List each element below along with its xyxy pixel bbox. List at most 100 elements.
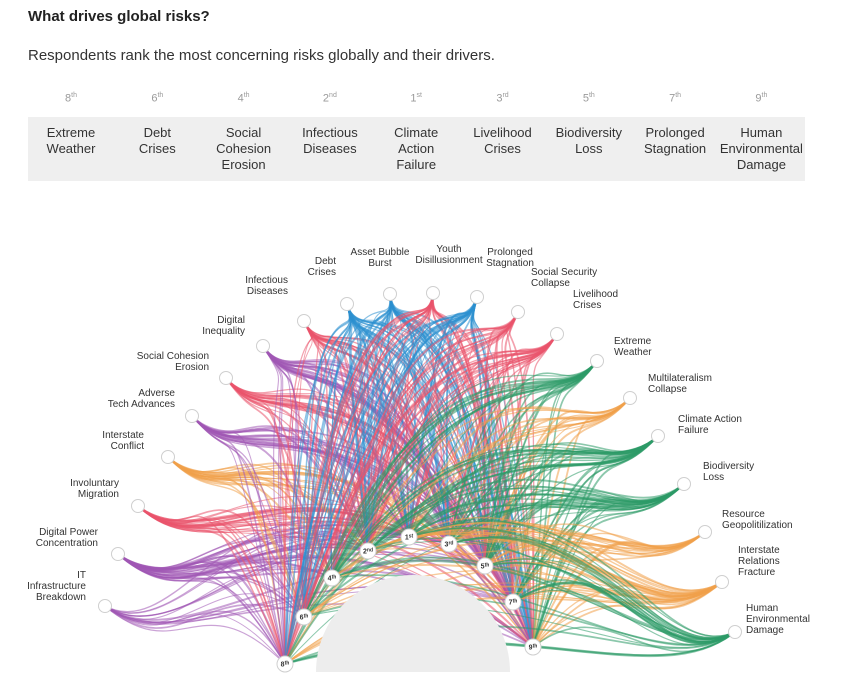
- rank-number: 8: [65, 92, 72, 105]
- driver-label: Adverse Tech Advances: [108, 388, 176, 410]
- rank-suffix: st: [416, 92, 422, 99]
- outcome-node[interactable]: [323, 569, 341, 587]
- rank-suffix: th: [157, 92, 164, 99]
- driver-link: [262, 345, 286, 665]
- outcome-rank-label: 1st: [405, 534, 414, 542]
- driver-link: [448, 521, 723, 592]
- risk-column-5: Livelihood Crises: [473, 125, 532, 156]
- rank-label-7: 7th: [632, 92, 718, 105]
- driver-node[interactable]: [98, 599, 112, 613]
- driver-label: Asset Bubble Burst: [351, 247, 410, 269]
- rank-suffix: nd: [329, 92, 337, 99]
- driver-link: [532, 483, 685, 648]
- driver-node[interactable]: [590, 354, 604, 368]
- rank-label-4: 1st: [373, 92, 459, 105]
- rank-suffix: th: [761, 92, 768, 99]
- driver-node[interactable]: [111, 547, 125, 561]
- rank-suffix: rd: [502, 92, 509, 99]
- driver-node[interactable]: [131, 499, 145, 513]
- driver-node[interactable]: [715, 575, 729, 589]
- outcome-rank-label: 7th: [509, 599, 518, 607]
- driver-node[interactable]: [256, 339, 270, 353]
- rank-row: 8th 6th 4th 2nd 1st 3rd 5th 7th 9th: [28, 92, 805, 112]
- outcome-node[interactable]: [276, 655, 294, 673]
- driver-label: Extreme Weather: [614, 336, 652, 358]
- driver-node[interactable]: [677, 477, 691, 491]
- outcome-rank-label: 8th: [281, 661, 290, 669]
- outcome-rank-label: 4th: [328, 575, 337, 583]
- driver-node[interactable]: [297, 314, 311, 328]
- rank-suffix: th: [675, 92, 682, 99]
- page-title: What drives global risks?: [28, 8, 210, 25]
- driver-label: Infectious Diseases: [245, 275, 288, 297]
- rank-label-1: 6th: [114, 92, 200, 105]
- driver-node[interactable]: [426, 286, 440, 300]
- driver-link: [389, 293, 486, 567]
- risk-column-8: Human Environmental Damage: [719, 125, 803, 172]
- outcome-node[interactable]: [359, 542, 377, 560]
- outcome-node[interactable]: [440, 535, 458, 553]
- driver-node[interactable]: [383, 287, 397, 301]
- risk-column-2: Social Cohesion Erosion: [216, 125, 272, 172]
- driver-node[interactable]: [185, 409, 199, 423]
- rank-number: 6: [151, 92, 158, 105]
- rank-label-6: 5th: [546, 92, 632, 105]
- driver-link: [137, 505, 486, 567]
- driver-link: [512, 581, 736, 643]
- driver-node[interactable]: [511, 305, 525, 319]
- risk-header-table: Extreme Weather Debt Crises Social Cohesio…: [28, 117, 805, 181]
- driver-link: [408, 397, 631, 538]
- outcome-node[interactable]: [524, 638, 542, 656]
- driver-link: [262, 345, 286, 665]
- driver-node[interactable]: [623, 391, 637, 405]
- driver-label: Prolonged Stagnation: [486, 247, 534, 269]
- driver-node[interactable]: [728, 625, 742, 639]
- rank-label-2: 4th: [201, 92, 287, 105]
- driver-label: Multilateralism Collapse: [648, 373, 712, 395]
- driver-link: [448, 333, 558, 545]
- risk-column-7: Prolonged Stagnation: [644, 125, 707, 156]
- driver-link: [331, 360, 598, 579]
- driver-node[interactable]: [340, 297, 354, 311]
- driver-link: [225, 377, 369, 552]
- driver-node[interactable]: [161, 450, 175, 464]
- driver-link: [137, 505, 286, 665]
- rank-suffix: th: [71, 92, 77, 99]
- driver-node[interactable]: [651, 429, 665, 443]
- page-subtitle: Respondents rank the most concerning ris…: [28, 47, 495, 64]
- outcome-rank-label: 9th: [529, 644, 538, 652]
- driver-link: [532, 483, 685, 648]
- driver-link: [284, 303, 351, 665]
- driver-label: Digital Power Concentration: [36, 527, 99, 549]
- outcome-node[interactable]: [295, 608, 313, 626]
- driver-link: [331, 311, 519, 579]
- driver-node[interactable]: [698, 525, 712, 539]
- rank-label-5: 3rd: [460, 92, 546, 105]
- risk-column-6: Biodiversity Loss: [555, 125, 623, 156]
- driver-node[interactable]: [219, 371, 233, 385]
- risk-column-4: Climate Action Failure: [394, 125, 439, 172]
- driver-label: Digital Inequality: [202, 315, 245, 337]
- driver-label: Youth Disillusionment: [415, 244, 482, 266]
- rank-suffix: th: [588, 92, 595, 99]
- driver-link: [448, 360, 598, 545]
- outcome-node[interactable]: [400, 528, 418, 546]
- driver-link: [303, 293, 391, 618]
- risk-column-1: Debt Crises: [138, 125, 176, 156]
- rank-number: 5: [582, 92, 589, 105]
- driver-link: [448, 536, 736, 641]
- rank-label-3: 2nd: [287, 92, 373, 105]
- rank-number: 3: [496, 92, 503, 105]
- driver-link: [470, 296, 535, 648]
- driver-node[interactable]: [470, 290, 484, 304]
- driver-link: [408, 519, 736, 637]
- driver-label: IT Infrastructure Breakdown: [27, 570, 86, 603]
- driver-link: [408, 527, 736, 639]
- outcome-node[interactable]: [504, 593, 522, 611]
- outcome-node[interactable]: [476, 557, 494, 575]
- rank-number: 9: [755, 92, 762, 105]
- driver-node[interactable]: [550, 327, 564, 341]
- risk-column-3: Infectious Diseases: [302, 125, 358, 156]
- driver-link: [331, 526, 706, 579]
- rank-label-0: 8th: [28, 92, 114, 105]
